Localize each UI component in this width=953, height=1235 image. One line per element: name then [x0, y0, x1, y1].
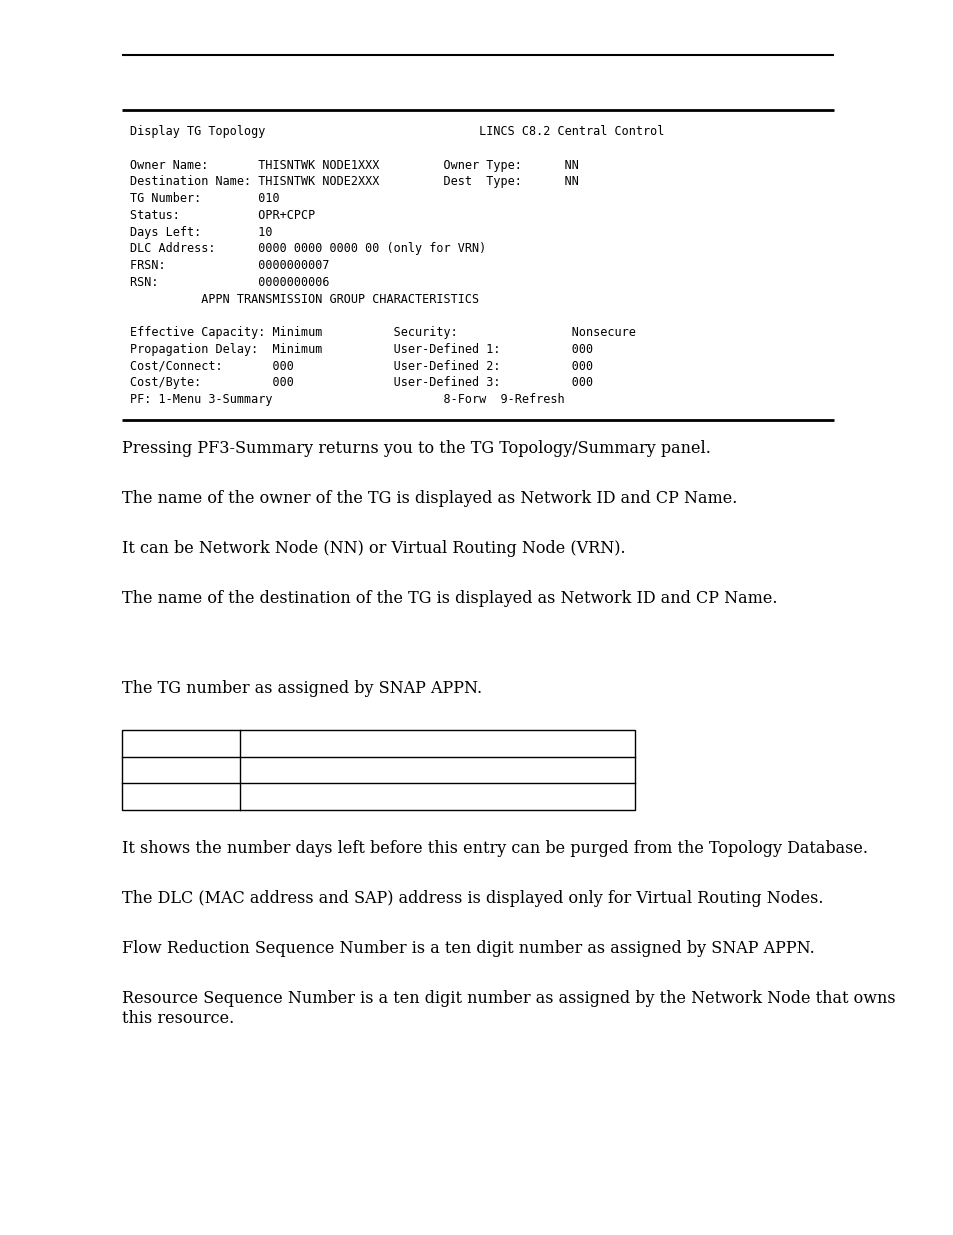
- Text: It can be Network Node (NN) or Virtual Routing Node (VRN).: It can be Network Node (NN) or Virtual R…: [122, 540, 625, 557]
- Text: The DLC (MAC address and SAP) address is displayed only for Virtual Routing Node: The DLC (MAC address and SAP) address is…: [122, 890, 822, 906]
- Bar: [122, 110, 833, 420]
- Text: Display TG Topology                              LINCS C8.2 Central Control: Display TG Topology LINCS C8.2 Central C…: [130, 125, 663, 138]
- Text: TG Number:        010: TG Number: 010: [130, 193, 279, 205]
- Text: The name of the destination of the TG is displayed as Network ID and CP Name.: The name of the destination of the TG is…: [122, 590, 777, 606]
- Text: Pressing PF3-Summary returns you to the TG Topology/Summary panel.: Pressing PF3-Summary returns you to the …: [122, 440, 710, 457]
- Text: RSN:              0000000006: RSN: 0000000006: [130, 275, 329, 289]
- Text: Cost/Connect:       000              User-Defined 2:          000: Cost/Connect: 000 User-Defined 2: 000: [130, 359, 593, 373]
- Text: Cost/Byte:          000              User-Defined 3:          000: Cost/Byte: 000 User-Defined 3: 000: [130, 377, 593, 389]
- Text: Status:           OPR+CPCP: Status: OPR+CPCP: [130, 209, 314, 222]
- Text: It shows the number days left before this entry can be purged from the Topology : It shows the number days left before thi…: [122, 840, 867, 857]
- Text: Flow Reduction Sequence Number is a ten digit number as assigned by SNAP APPN.: Flow Reduction Sequence Number is a ten …: [122, 940, 814, 957]
- Text: The TG number as assigned by SNAP APPN.: The TG number as assigned by SNAP APPN.: [122, 680, 481, 697]
- Text: FRSN:             0000000007: FRSN: 0000000007: [130, 259, 329, 272]
- Text: PF: 1-Menu 3-Summary                        8-Forw  9-Refresh: PF: 1-Menu 3-Summary 8-Forw 9-Refresh: [130, 393, 564, 406]
- Text: APPN TRANSMISSION GROUP CHARACTERISTICS: APPN TRANSMISSION GROUP CHARACTERISTICS: [130, 293, 478, 305]
- Bar: [122, 730, 635, 810]
- Text: Resource Sequence Number is a ten digit number as assigned by the Network Node t: Resource Sequence Number is a ten digit …: [122, 990, 895, 1026]
- Text: Destination Name: THISNTWK NODE2XXX         Dest  Type:      NN: Destination Name: THISNTWK NODE2XXX Dest…: [130, 175, 578, 189]
- Text: Days Left:        10: Days Left: 10: [130, 226, 273, 238]
- Text: Owner Name:       THISNTWK NODE1XXX         Owner Type:      NN: Owner Name: THISNTWK NODE1XXX Owner Type…: [130, 158, 578, 172]
- Text: DLC Address:      0000 0000 0000 00 (only for VRN): DLC Address: 0000 0000 0000 00 (only for…: [130, 242, 486, 256]
- Text: Effective Capacity: Minimum          Security:                Nonsecure: Effective Capacity: Minimum Security: No…: [130, 326, 636, 340]
- Text: Propagation Delay:  Minimum          User-Defined 1:          000: Propagation Delay: Minimum User-Defined …: [130, 343, 593, 356]
- Text: The name of the owner of the TG is displayed as Network ID and CP Name.: The name of the owner of the TG is displ…: [122, 490, 737, 508]
